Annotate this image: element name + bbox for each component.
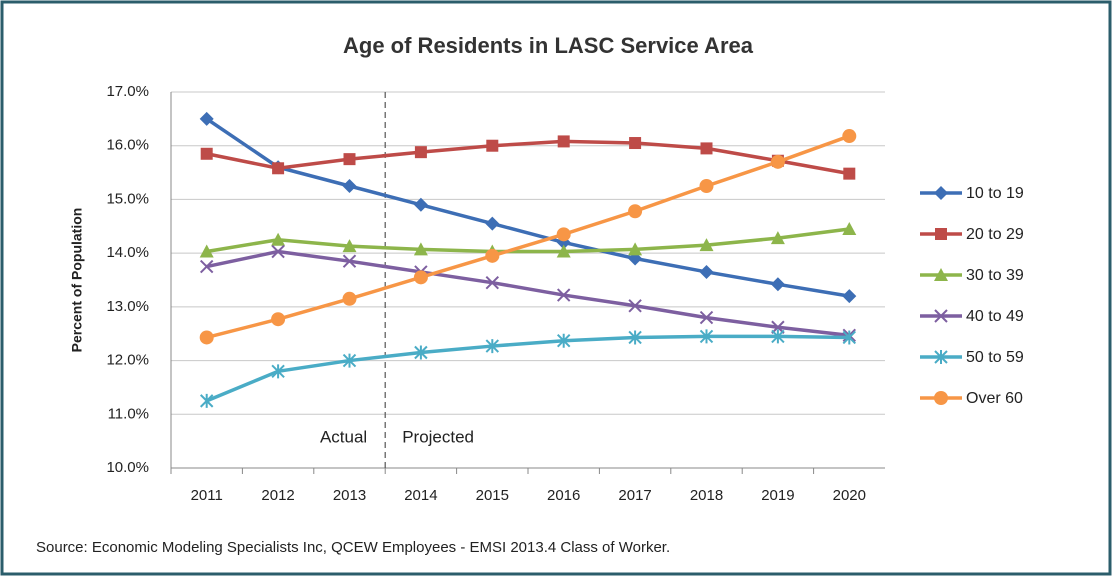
chart-title: Age of Residents in LASC Service Area bbox=[343, 33, 754, 58]
marker bbox=[628, 299, 642, 313]
legend-label: Over 60 bbox=[966, 390, 1023, 407]
marker bbox=[342, 179, 357, 193]
x-tick-label: 2016 bbox=[547, 487, 580, 504]
marker bbox=[342, 353, 357, 368]
x-tick-label: 2017 bbox=[618, 487, 651, 504]
marker bbox=[934, 309, 948, 323]
annotation: Actual bbox=[320, 427, 367, 446]
y-tick-label: 12.0% bbox=[106, 352, 149, 369]
series-line bbox=[205, 117, 850, 298]
marker bbox=[699, 264, 714, 279]
marker bbox=[934, 391, 948, 405]
marker bbox=[628, 204, 643, 219]
marker bbox=[486, 139, 499, 152]
marker bbox=[199, 330, 214, 345]
marker bbox=[271, 312, 286, 327]
x-tick-label: 2013 bbox=[333, 487, 366, 504]
marker bbox=[628, 242, 643, 256]
legend-label: 50 to 59 bbox=[966, 349, 1024, 366]
marker bbox=[556, 288, 571, 302]
marker bbox=[699, 310, 714, 325]
marker bbox=[556, 333, 571, 348]
x-tick-label: 2015 bbox=[476, 487, 509, 504]
x-tick-label: 2018 bbox=[690, 487, 723, 504]
y-tick-label: 11.0% bbox=[108, 405, 149, 422]
marker bbox=[699, 329, 714, 344]
x-tick-label: 2012 bbox=[261, 487, 294, 504]
x-tick-label: 2020 bbox=[833, 487, 866, 504]
series-line bbox=[206, 249, 850, 338]
marker bbox=[271, 244, 285, 259]
x-tick-label: 2011 bbox=[191, 487, 223, 504]
y-tick-label: 16.0% bbox=[106, 137, 149, 154]
marker bbox=[199, 259, 214, 274]
marker bbox=[843, 167, 856, 180]
marker bbox=[628, 330, 642, 345]
marker bbox=[934, 268, 948, 281]
marker bbox=[842, 330, 857, 345]
marker bbox=[414, 345, 428, 360]
x-tick-label: 2019 bbox=[761, 487, 794, 504]
legend-label: 30 to 39 bbox=[966, 267, 1024, 284]
y-tick-label: 10.0% bbox=[106, 459, 149, 476]
y-tick-label: 15.0% bbox=[106, 190, 149, 207]
series-line bbox=[206, 334, 850, 403]
marker bbox=[699, 238, 714, 252]
source-note: Source: Economic Modeling Specialists In… bbox=[36, 539, 670, 556]
series-line bbox=[206, 139, 850, 176]
marker bbox=[770, 277, 785, 292]
marker bbox=[935, 228, 947, 240]
marker bbox=[700, 142, 713, 155]
legend-label: 40 to 49 bbox=[966, 308, 1024, 325]
series-line bbox=[206, 227, 850, 254]
series-line bbox=[206, 134, 850, 340]
marker bbox=[842, 221, 857, 235]
marker bbox=[934, 186, 948, 200]
marker bbox=[342, 254, 357, 268]
marker bbox=[414, 146, 427, 159]
y-tick-label: 13.0% bbox=[106, 298, 149, 315]
annotation: Projected bbox=[402, 427, 474, 446]
marker bbox=[770, 231, 785, 245]
marker bbox=[485, 216, 500, 231]
marker bbox=[413, 270, 428, 285]
marker bbox=[342, 239, 357, 253]
y-axis-title: Percent of Population bbox=[69, 208, 85, 353]
marker bbox=[556, 244, 571, 258]
marker bbox=[199, 111, 214, 126]
marker bbox=[934, 350, 948, 364]
y-tick-label: 17.0% bbox=[106, 83, 149, 100]
marker bbox=[485, 275, 500, 290]
marker bbox=[485, 339, 500, 354]
marker bbox=[271, 364, 285, 379]
legend-label: 10 to 19 bbox=[966, 185, 1024, 202]
y-tick-label: 14.0% bbox=[106, 244, 149, 261]
marker bbox=[771, 329, 785, 344]
marker bbox=[413, 197, 428, 212]
marker bbox=[343, 153, 356, 166]
marker bbox=[413, 242, 428, 256]
x-tick-label: 2014 bbox=[404, 487, 437, 504]
marker bbox=[770, 154, 785, 169]
marker bbox=[272, 162, 285, 175]
marker bbox=[842, 289, 857, 304]
marker bbox=[556, 227, 571, 242]
marker bbox=[842, 129, 857, 144]
marker bbox=[271, 232, 286, 246]
marker bbox=[485, 248, 500, 263]
marker bbox=[199, 244, 214, 258]
marker bbox=[200, 147, 213, 160]
marker bbox=[342, 291, 357, 306]
legend-label: 20 to 29 bbox=[966, 226, 1024, 243]
marker bbox=[699, 179, 714, 193]
marker bbox=[629, 137, 642, 150]
marker bbox=[199, 393, 214, 408]
marker bbox=[557, 135, 570, 148]
